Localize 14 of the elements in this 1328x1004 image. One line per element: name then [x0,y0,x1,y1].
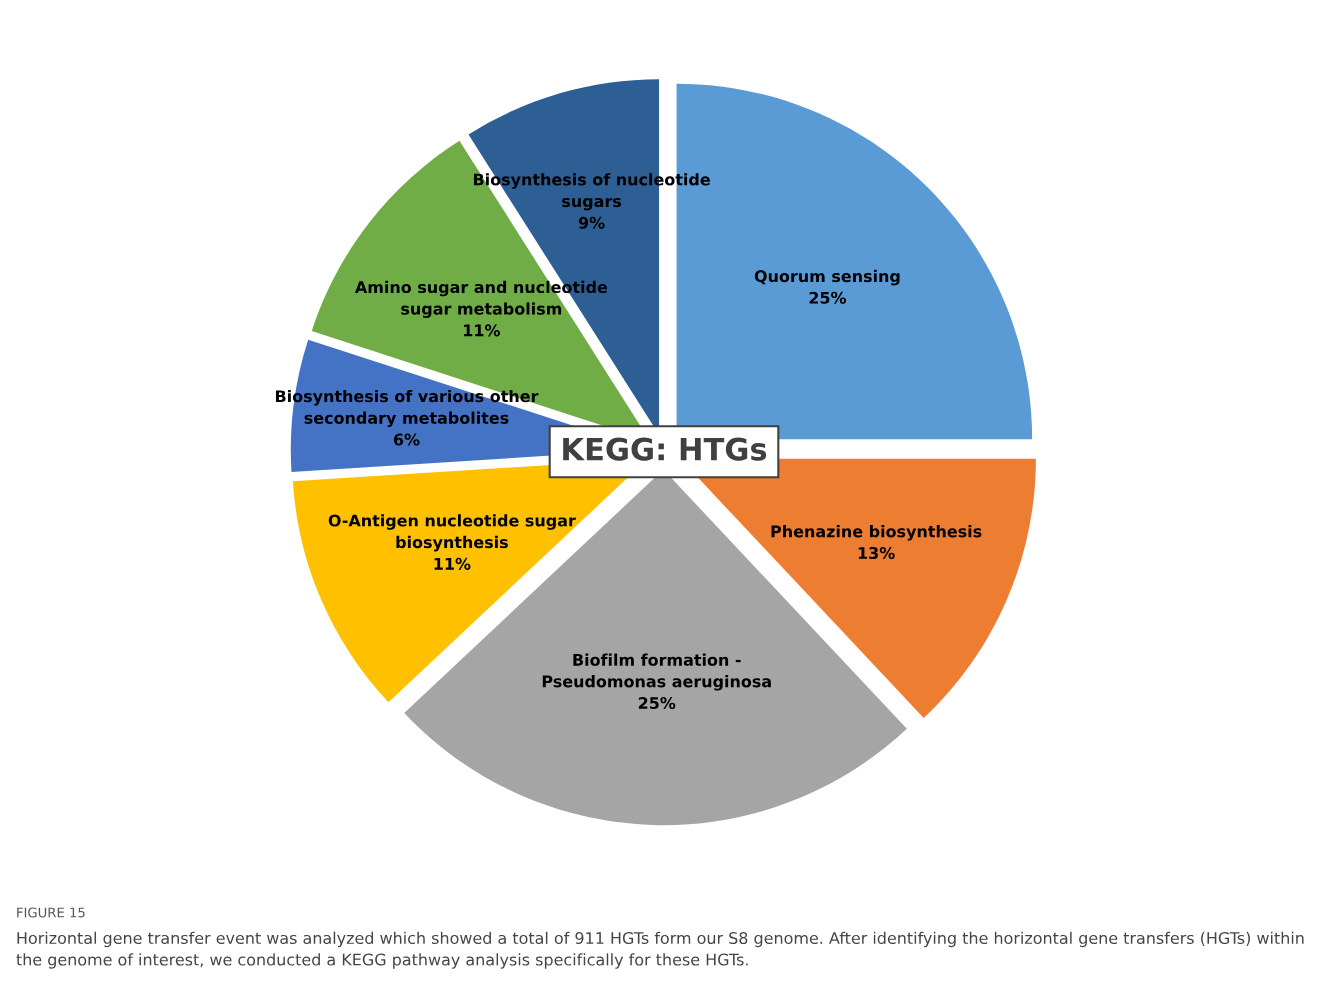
data-label: 6% [393,433,420,446]
slice-label: Quorum sensing [754,269,900,286]
slice-label: Biofilm formation - Pseudomonas aeruginosa [542,653,771,691]
data-label: 25% [638,696,676,710]
slice-label: O-Antigen nucleotide sugar biosynthesis [328,514,576,552]
caption: FIGURE 15 [17,907,85,918]
data-label: 13% [858,546,895,560]
slice-label: Phenazine biosynthesis [771,525,982,541]
data-label: 11% [464,324,500,337]
data-label: 9% [578,216,605,229]
text: KEGG: HTGs [563,437,767,461]
text: Horizontal gene transfer event was analyzed which showed a total of 911 HGTs form our S8 genome. After identifying the horizontal gene transfers (HGTs) within the genome of interest, we conducted a KEGG pathway analysis specifically for these HGTs. [16,931,1304,969]
data-label: 11% [434,557,471,570]
data-label: 25% [809,291,847,304]
